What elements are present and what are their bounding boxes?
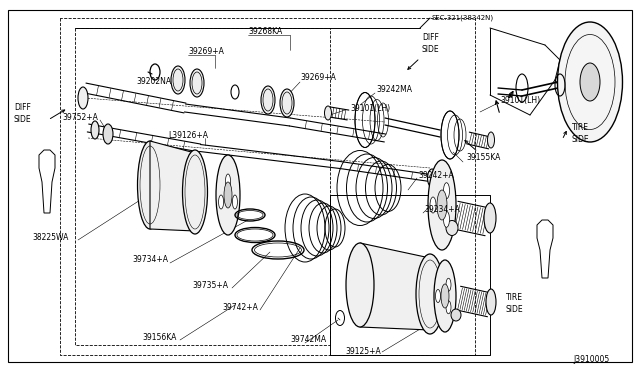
Ellipse shape xyxy=(261,86,275,114)
Ellipse shape xyxy=(488,132,495,148)
Ellipse shape xyxy=(444,211,449,227)
Ellipse shape xyxy=(103,124,113,144)
Text: TIRE: TIRE xyxy=(572,124,589,132)
Ellipse shape xyxy=(446,221,458,235)
Text: 39268KA: 39268KA xyxy=(248,28,282,36)
Ellipse shape xyxy=(435,289,440,302)
Ellipse shape xyxy=(446,278,451,291)
Ellipse shape xyxy=(437,190,447,220)
Ellipse shape xyxy=(324,106,332,120)
Ellipse shape xyxy=(444,183,449,199)
Text: 38225WA: 38225WA xyxy=(32,234,68,243)
Text: TIRE: TIRE xyxy=(506,294,523,302)
Text: SIDE: SIDE xyxy=(572,135,589,144)
Text: DIFF: DIFF xyxy=(14,103,31,112)
Ellipse shape xyxy=(557,22,623,142)
Text: 39242+A: 39242+A xyxy=(418,170,454,180)
Text: SIDE: SIDE xyxy=(422,45,440,55)
Text: SIDE: SIDE xyxy=(14,115,31,125)
Ellipse shape xyxy=(138,141,163,229)
Text: 39125+A: 39125+A xyxy=(345,347,381,356)
Text: SEC.321(38342N): SEC.321(38342N) xyxy=(432,15,494,21)
Ellipse shape xyxy=(430,197,436,213)
Ellipse shape xyxy=(225,174,230,188)
Ellipse shape xyxy=(190,69,204,97)
Text: 39269+A: 39269+A xyxy=(188,48,224,57)
Text: 39202NA: 39202NA xyxy=(136,77,171,87)
Text: 39101(LH): 39101(LH) xyxy=(350,103,390,112)
Text: 39156KA: 39156KA xyxy=(142,334,177,343)
Ellipse shape xyxy=(171,66,185,94)
Ellipse shape xyxy=(346,243,374,327)
Text: 39742+A: 39742+A xyxy=(222,304,258,312)
Text: 39101(LH): 39101(LH) xyxy=(500,96,540,105)
Text: 39234+A: 39234+A xyxy=(424,205,460,215)
Ellipse shape xyxy=(182,150,207,234)
Ellipse shape xyxy=(486,289,496,315)
Ellipse shape xyxy=(216,155,240,235)
Ellipse shape xyxy=(78,87,88,109)
Ellipse shape xyxy=(224,182,232,208)
Ellipse shape xyxy=(434,260,456,332)
Ellipse shape xyxy=(232,195,237,209)
Ellipse shape xyxy=(451,309,461,321)
Text: 39242MA: 39242MA xyxy=(376,86,412,94)
Text: 39752+A: 39752+A xyxy=(62,113,98,122)
Ellipse shape xyxy=(280,89,294,117)
Text: 39269+A: 39269+A xyxy=(300,74,336,83)
Ellipse shape xyxy=(484,203,496,233)
Ellipse shape xyxy=(428,169,436,187)
Ellipse shape xyxy=(91,121,99,139)
Text: 39155KA: 39155KA xyxy=(466,154,500,163)
Text: 39735+A: 39735+A xyxy=(192,280,228,289)
Polygon shape xyxy=(39,150,55,213)
Polygon shape xyxy=(537,220,553,278)
Polygon shape xyxy=(150,141,195,231)
Polygon shape xyxy=(360,243,430,330)
Text: J3910005: J3910005 xyxy=(573,356,610,365)
Ellipse shape xyxy=(580,63,600,101)
Ellipse shape xyxy=(441,284,449,308)
Ellipse shape xyxy=(416,254,444,334)
Text: L39126+A: L39126+A xyxy=(168,131,208,140)
Text: 39742MA: 39742MA xyxy=(290,336,326,344)
Text: 39734+A: 39734+A xyxy=(132,256,168,264)
Text: SIDE: SIDE xyxy=(506,305,524,314)
Text: DIFF: DIFF xyxy=(422,33,439,42)
Ellipse shape xyxy=(219,195,223,209)
Ellipse shape xyxy=(428,160,456,250)
Ellipse shape xyxy=(446,301,451,314)
